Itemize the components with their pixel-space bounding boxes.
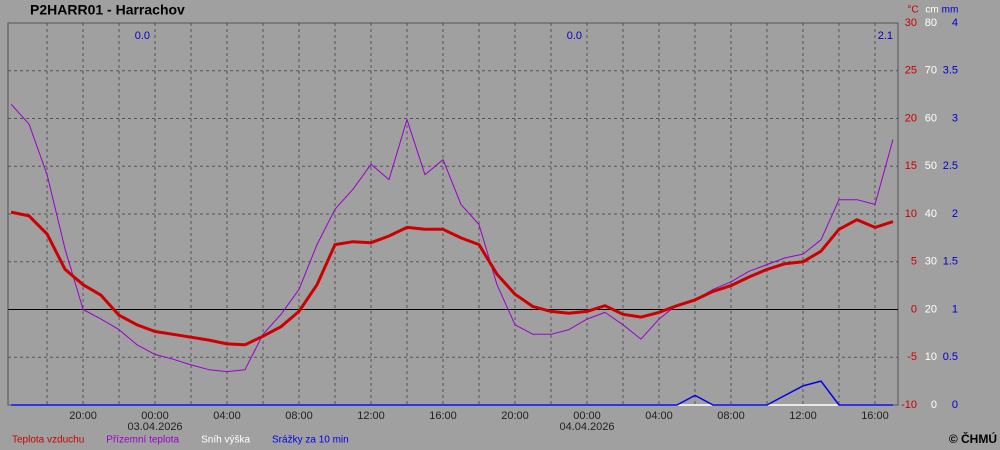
x-tick-label: 12:00 [789,410,817,422]
y3-tick-label: 0.5 [943,351,958,363]
y-tick-label: 10 [905,208,917,220]
copyright: © ČHMÚ [949,431,997,446]
date-label: 04.04.2026 [559,421,614,433]
legend-entry: Teplota vzduchu [12,435,84,446]
x-tick-label: 20:00 [501,410,529,422]
y3-tick-label: 1.5 [943,256,958,268]
y2-tick-label: 30 [925,256,937,268]
x-tick-label: 08:00 [285,410,313,422]
y2-tick-label: 70 [925,65,937,77]
x-tick-label: 16:00 [861,410,889,422]
y2-tick-label: 40 [925,208,937,220]
y2-tick-label: 80 [925,17,937,29]
x-tick-label: 00:00 [573,410,601,422]
legend-entry: Přízemní teplota [106,435,179,446]
legend-entry: Srážky za 10 min [272,435,349,446]
y-tick-label: 25 [905,65,917,77]
y2-tick-label: 20 [925,303,937,315]
precip-total: 0.0 [135,30,150,42]
y-tick-label: -10 [901,399,917,411]
x-tick-label: 00:00 [141,410,169,422]
x-tick-label: 16:00 [429,410,457,422]
x-tick-label: 08:00 [717,410,745,422]
y3-tick-label: 3 [952,112,958,124]
y3-tick-label: 0 [952,399,958,411]
y3-tick-label: 2.5 [943,160,958,172]
y3-tick-label: 4 [952,17,958,29]
unit-label: cm [925,5,938,16]
chart-title: P2HARR01 - Harrachov [30,2,185,18]
y-tick-label: 5 [911,256,917,268]
x-tick-label: 12:00 [357,410,385,422]
x-tick-label: 20:00 [69,410,97,422]
y2-tick-label: 10 [925,351,937,363]
y3-tick-label: 1 [952,303,958,315]
y-tick-label: 20 [905,112,917,124]
y2-tick-label: 60 [925,112,937,124]
series-line [10,210,894,347]
y-tick-label: -5 [907,351,917,363]
y-tick-label: 30 [905,17,917,29]
x-tick-label: 04:00 [645,410,673,422]
series-line [10,103,894,373]
unit-label: mm [942,5,959,16]
x-tick-label: 04:00 [213,410,241,422]
y-tick-label: 0 [911,303,917,315]
precip-total: 0.0 [567,30,582,42]
date-label: 03.04.2026 [128,421,183,433]
y-tick-label: 15 [905,160,917,172]
y3-tick-label: 2 [952,208,958,220]
legend-entry: Sníh výška [201,435,250,446]
unit-label: °C [907,5,918,16]
y2-tick-label: 50 [925,160,937,172]
precip-total: 2.1 [878,30,893,42]
y3-tick-label: 3.5 [943,65,958,77]
y2-tick-label: 0 [931,399,937,411]
series-line [11,380,893,406]
